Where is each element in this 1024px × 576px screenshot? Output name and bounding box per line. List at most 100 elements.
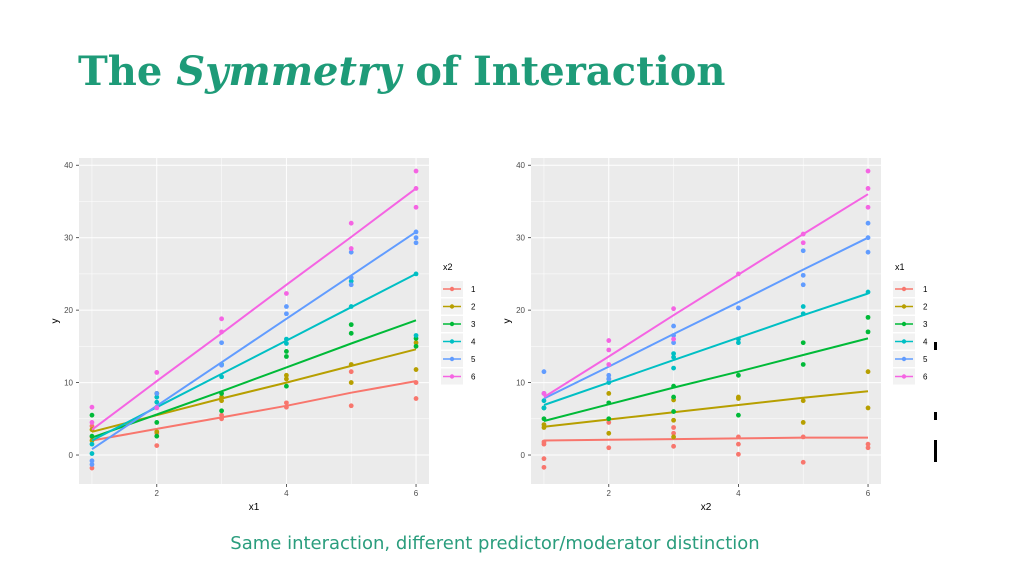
data-point [284,383,289,389]
data-point [606,372,612,378]
fit-line-6 [91,187,417,431]
legend-key-dot [901,339,907,344]
data-point [865,204,871,210]
slide-title: The Symmetry of Interaction [78,48,726,95]
legend-label: 3 [923,320,928,329]
data-point [865,405,871,411]
data-point [413,396,419,401]
data-point [154,429,160,435]
legend-key-dot [901,356,907,362]
data-point [413,204,419,210]
data-point [606,416,612,422]
edge-marks [932,340,942,470]
title-word-the: The [78,48,163,95]
data-point [413,333,419,338]
data-point [541,369,547,375]
data-point [284,376,289,382]
slide-caption: Same interaction, different predictor/mo… [230,533,760,554]
data-point [284,354,289,359]
data-point [348,278,354,284]
data-point [219,316,224,322]
data-point [800,240,806,246]
data-point [800,304,806,309]
data-point [800,340,806,346]
data-point [284,291,289,296]
data-point [800,282,806,288]
legend-title: x2 [443,262,453,272]
legend-key-dot [449,304,455,309]
data-point [154,443,160,449]
data-point [865,220,871,226]
edge-mark [934,440,937,462]
legend-key-dot [449,374,455,379]
data-point [671,434,676,440]
data-point [89,458,95,464]
x-tick-label: 2 [607,489,612,498]
data-point [606,391,612,396]
data-point [736,305,741,311]
data-point [800,459,806,465]
legend-label: 6 [471,373,476,382]
fit-line-6 [543,193,869,398]
legend-label: 2 [471,303,476,312]
data-point [413,343,419,349]
data-point [541,456,547,462]
data-point [671,443,676,449]
x-tick-label: 4 [736,489,741,498]
interaction-plot-by-x2: 0 10 20 30 40 2 4 6 x2 y x1 1 2 3 4 5 6 [498,150,968,520]
data-point [736,441,741,447]
data-point [606,338,612,343]
legend-key-dot [449,286,455,292]
data-point [413,168,419,174]
data-point [154,391,160,396]
y-tick-label: 40 [64,161,73,170]
data-point [865,314,871,320]
y-axis-title: y [50,319,61,324]
x-axis-title: x1 [249,502,260,513]
data-point [89,462,95,467]
data-point [671,417,676,423]
legend-label: 5 [471,355,476,364]
legend-label: 6 [923,373,928,382]
data-point [219,408,224,414]
data-point [348,403,354,409]
data-point [348,282,354,288]
data-point [800,362,806,367]
fit-line-5 [91,231,417,451]
data-point [541,464,547,470]
y-tick-label: 10 [64,379,73,388]
legend-label: 1 [471,285,476,294]
legend-key-dot [449,339,455,344]
legend-key-dot [901,304,907,309]
data-point [736,372,741,378]
data-point [348,246,354,251]
fit-line-4 [543,292,869,406]
x-tick-label: 6 [414,489,419,498]
data-point [800,398,806,404]
title-word-symmetry: Symmetry [176,48,402,95]
data-point [284,400,289,406]
y-tick-label: 0 [69,451,74,460]
data-point [671,351,676,356]
data-point [736,412,741,418]
data-point [671,430,676,436]
legend-label: 2 [923,303,928,312]
y-tick-label: 30 [516,234,525,243]
x-axis-title: x2 [701,502,712,513]
fit-line-1 [91,380,417,442]
data-point [865,168,871,174]
legend-label: 3 [471,320,476,329]
data-point [348,330,354,336]
data-point [606,420,612,425]
fit-line-3 [91,319,417,439]
data-point [89,404,95,410]
data-point [89,423,95,429]
data-point [348,380,354,385]
data-point [800,272,806,278]
data-point [154,405,160,411]
data-point [606,347,612,353]
data-point [348,322,354,328]
data-point [606,445,612,451]
legend-label: 4 [923,338,928,347]
data-point [671,336,676,342]
